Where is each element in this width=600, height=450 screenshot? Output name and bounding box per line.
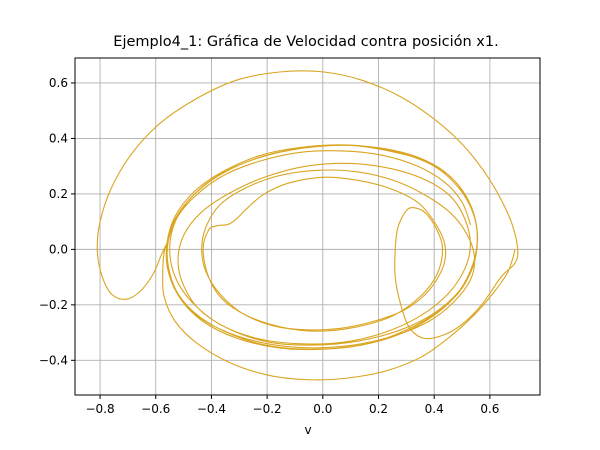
plot-frame: [74, 57, 541, 396]
series: [96, 70, 519, 381]
y-tick-label: −0.2: [39, 298, 68, 312]
x-tick-label: −0.4: [197, 402, 226, 416]
x-tick-label: −0.6: [141, 402, 170, 416]
ticks: −0.8 −0.6 −0.4 −0.2 0.0 0.2 0.4 0.6 −0.4 −0.2 0.0 0…: [39, 76, 500, 416]
x-tick-label: 0.6: [480, 402, 499, 416]
x-axis-label: v: [304, 423, 311, 437]
y-tick-label: 0.4: [49, 131, 68, 145]
x-tick-label: 0.0: [313, 402, 332, 416]
y-tick-label: 0.0: [49, 242, 68, 256]
x-tick-label: −0.8: [85, 402, 114, 416]
grid: [75, 58, 540, 395]
x-tick-label: 0.2: [369, 402, 388, 416]
chart-title: Ejemplo4_1: Gráfica de Velocidad contra …: [113, 34, 498, 50]
series-line: [96, 70, 519, 381]
x-tick-label: −0.2: [253, 402, 282, 416]
y-tick-label: 0.6: [49, 76, 68, 90]
y-tick-label: −0.4: [39, 353, 68, 367]
y-tick-label: 0.2: [49, 187, 68, 201]
x-tick-label: 0.4: [425, 402, 444, 416]
